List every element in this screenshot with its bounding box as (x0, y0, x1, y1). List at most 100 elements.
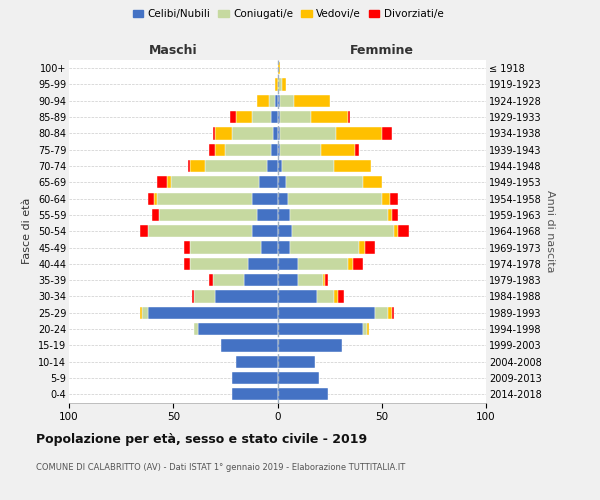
Bar (277, 209, 290, 221)
Bar (277, 111, 280, 123)
Bar (209, 144, 215, 156)
Bar (190, 258, 248, 270)
Legend: Celibi/Nubili, Coniugati/e, Vedovi/e, Divorziati/e: Celibi/Nubili, Coniugati/e, Vedovi/e, Di… (128, 5, 448, 24)
Bar (194, 290, 215, 302)
Y-axis label: Fasce di età: Fasce di età (22, 198, 32, 264)
Text: Popolazione per età, sesso e stato civile - 2019: Popolazione per età, sesso e stato civil… (36, 432, 367, 446)
Text: Maschi: Maschi (149, 44, 197, 57)
Bar (157, 176, 167, 188)
Bar (280, 111, 311, 123)
Bar (148, 225, 253, 237)
Bar (194, 323, 198, 335)
Bar (215, 290, 277, 302)
Bar (205, 160, 267, 172)
Bar (277, 274, 298, 286)
Bar (232, 128, 274, 140)
Bar (277, 340, 342, 351)
Text: COMUNE DI CALABRITTO (AV) - Dati ISTAT 1° gennaio 2019 - Elaborazione TUTTITALIA: COMUNE DI CALABRITTO (AV) - Dati ISTAT 1… (36, 462, 405, 471)
Bar (394, 225, 398, 237)
Bar (184, 242, 190, 254)
Bar (171, 176, 259, 188)
Bar (236, 356, 277, 368)
Bar (277, 144, 280, 156)
Bar (277, 78, 281, 90)
Text: Femmine: Femmine (350, 44, 414, 57)
Bar (277, 62, 280, 74)
Bar (275, 78, 277, 90)
Bar (142, 306, 148, 319)
Bar (154, 192, 157, 204)
Bar (271, 111, 277, 123)
Y-axis label: Anni di nascita: Anni di nascita (545, 190, 556, 272)
Bar (253, 192, 277, 204)
Bar (275, 94, 277, 107)
Bar (213, 128, 215, 140)
Bar (376, 306, 388, 319)
Bar (382, 192, 390, 204)
Bar (365, 242, 376, 254)
Bar (392, 306, 394, 319)
Bar (349, 111, 350, 123)
Bar (281, 78, 286, 90)
Bar (277, 290, 317, 302)
Bar (280, 94, 294, 107)
Bar (388, 306, 392, 319)
Bar (277, 225, 292, 237)
Bar (232, 388, 277, 400)
Bar (190, 160, 205, 172)
Bar (277, 372, 319, 384)
Bar (277, 242, 290, 254)
Bar (277, 128, 280, 140)
Bar (244, 274, 277, 286)
Bar (392, 209, 398, 221)
Bar (248, 258, 277, 270)
Bar (363, 323, 367, 335)
Bar (280, 144, 321, 156)
Bar (321, 144, 355, 156)
Bar (338, 290, 344, 302)
Bar (259, 176, 277, 188)
Bar (277, 356, 315, 368)
Bar (190, 242, 261, 254)
Bar (298, 274, 323, 286)
Bar (363, 176, 382, 188)
Bar (230, 111, 236, 123)
Bar (271, 144, 277, 156)
Bar (253, 111, 271, 123)
Bar (236, 111, 253, 123)
Bar (226, 144, 271, 156)
Bar (152, 209, 158, 221)
Bar (277, 323, 363, 335)
Bar (277, 94, 280, 107)
Bar (209, 274, 213, 286)
Bar (288, 192, 382, 204)
Bar (277, 306, 376, 319)
Bar (188, 160, 190, 172)
Bar (261, 242, 277, 254)
Bar (325, 274, 328, 286)
Bar (334, 290, 338, 302)
Bar (198, 323, 277, 335)
Bar (334, 160, 371, 172)
Bar (257, 209, 277, 221)
Bar (281, 160, 334, 172)
Bar (253, 225, 277, 237)
Bar (294, 94, 329, 107)
Bar (355, 144, 359, 156)
Bar (367, 323, 369, 335)
Bar (280, 128, 336, 140)
Bar (140, 225, 148, 237)
Bar (213, 274, 244, 286)
Bar (292, 225, 394, 237)
Bar (353, 258, 363, 270)
Bar (140, 306, 142, 319)
Bar (274, 128, 277, 140)
Bar (323, 274, 325, 286)
Bar (215, 144, 226, 156)
Bar (158, 209, 257, 221)
Bar (267, 160, 277, 172)
Bar (148, 192, 154, 204)
Bar (349, 258, 353, 270)
Bar (398, 225, 409, 237)
Bar (167, 176, 171, 188)
